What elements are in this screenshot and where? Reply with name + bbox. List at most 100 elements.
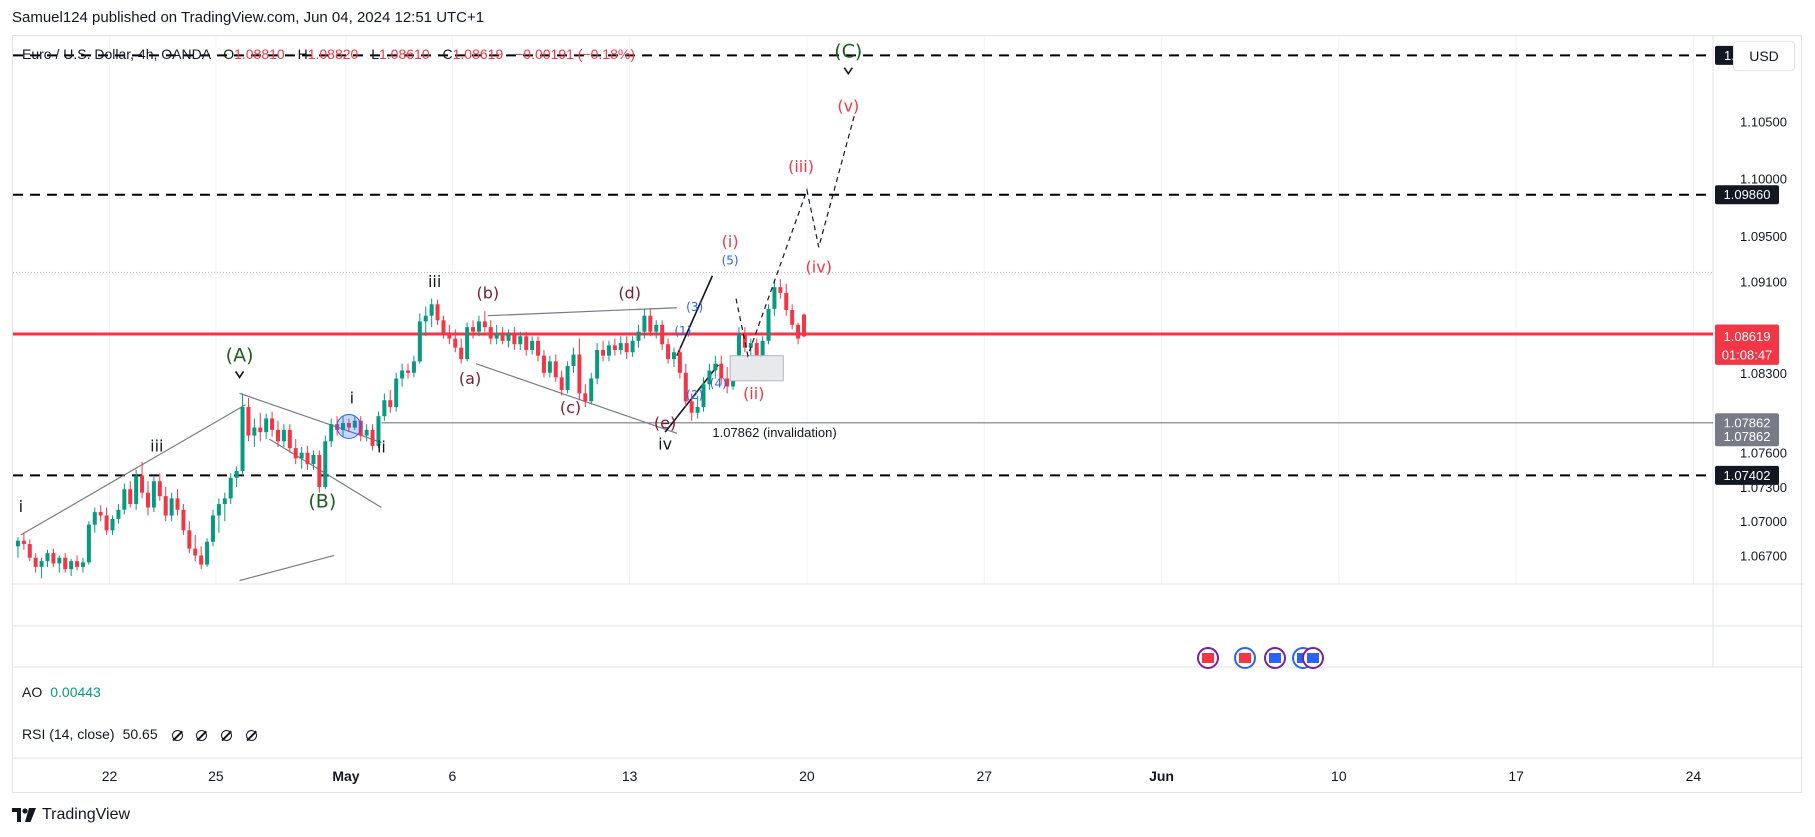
- candle-body: [305, 452, 310, 465]
- candle-body: [636, 331, 641, 341]
- wave-labels: iiii(A)(B)iiiiii(a)(b)(c)(d)(e)iv(1)(2)(…: [19, 41, 863, 516]
- candle-body: [618, 343, 623, 350]
- trendline: [475, 363, 678, 434]
- candle-body: [210, 515, 215, 542]
- candle-body: [707, 370, 712, 385]
- candle-body: [51, 553, 56, 564]
- candle-body: [429, 304, 434, 316]
- candle-body: [624, 343, 629, 353]
- candle-body: [151, 481, 156, 508]
- close-label: C: [442, 46, 453, 62]
- candle-body: [589, 378, 594, 402]
- wave-label: (v): [837, 96, 859, 115]
- candle-body: [370, 429, 375, 446]
- candle-body: [329, 424, 334, 442]
- brand[interactable]: TradingView: [12, 806, 130, 824]
- candle-body: [583, 393, 588, 402]
- candle-body: [471, 327, 476, 332]
- candle-body: [75, 561, 80, 567]
- publisher-line: Samuel124 published on TradingView.com, …: [12, 9, 485, 26]
- rsi-indicator[interactable]: RSI (14, close) 50.65: [22, 726, 258, 742]
- candle-body: [323, 441, 328, 487]
- candle-body: [660, 324, 665, 345]
- wave-label: (4): [710, 377, 727, 391]
- candle-body: [169, 498, 174, 516]
- wave-label: (d): [618, 284, 641, 303]
- candle-body: [482, 321, 487, 328]
- chart-canvas[interactable]: 1.07862 (invalidation) iiii(A)(B)iiiiii(…: [13, 36, 1803, 794]
- candle-body: [134, 475, 139, 505]
- wave-label: (b): [476, 284, 499, 303]
- chart-frame[interactable]: 1.07862 (invalidation) i iii (A) (B) i ii iii(…: [12, 35, 1803, 794]
- trendline: [239, 554, 335, 582]
- price-tick: 1.09500: [1740, 229, 1787, 244]
- candle-body: [541, 355, 546, 373]
- candle-body: [683, 372, 688, 402]
- price-badge: [1715, 326, 1779, 365]
- candle-body: [417, 321, 422, 362]
- candle-body: [606, 345, 611, 356]
- candle-body: [677, 352, 682, 373]
- close-value: 1.08619: [452, 46, 504, 62]
- ao-indicator[interactable]: AO 0.00443: [22, 684, 101, 700]
- candle-body: [695, 407, 700, 413]
- hidden-value-icon: [221, 729, 233, 741]
- candle-body: [293, 448, 298, 459]
- candle-body: [33, 557, 38, 567]
- price-tick: 1.06700: [1740, 548, 1787, 563]
- candle-body: [435, 304, 440, 321]
- price-tick: 1.08300: [1740, 366, 1787, 381]
- wave-label: iii: [428, 272, 441, 291]
- wave-caret-icon: [234, 370, 245, 379]
- hidden-value-icon: [246, 729, 258, 741]
- candle-body: [287, 429, 292, 449]
- candle-body: [790, 310, 795, 325]
- candle-body: [281, 429, 286, 442]
- candle-body: [595, 349, 600, 379]
- candle-body: [642, 315, 647, 332]
- hidden-value-icon: [171, 729, 183, 741]
- candle-body: [447, 332, 452, 339]
- candle-body: [222, 498, 227, 505]
- date-tick: 20: [799, 768, 815, 784]
- candle-body: [205, 541, 210, 565]
- candle-body: [376, 416, 381, 446]
- hidden-value-icon: [196, 729, 208, 741]
- candle-body: [346, 423, 351, 428]
- candle-body: [352, 420, 357, 428]
- candle-body: [441, 320, 446, 333]
- candle-body: [719, 363, 724, 379]
- high-value: 1.08820: [307, 46, 359, 62]
- candle-body: [199, 555, 204, 565]
- candle-body: [140, 475, 145, 493]
- candle-body: [264, 418, 269, 433]
- candle-body: [536, 340, 541, 356]
- event-flag-icon: [1239, 653, 1251, 663]
- price-tick: 1.07000: [1740, 514, 1787, 529]
- candle-body: [15, 540, 20, 547]
- event-flag-icon: [1269, 653, 1281, 663]
- candle-body: [406, 370, 411, 373]
- candle-body: [86, 524, 91, 563]
- wave-label: i: [19, 497, 23, 516]
- wave-label: (C): [834, 41, 862, 63]
- ao-label: AO: [22, 684, 43, 700]
- candle-body: [116, 509, 121, 519]
- candle-body: [748, 343, 753, 348]
- invalidation-label: 1.07862 (invalidation): [712, 425, 836, 440]
- candle-body: [394, 378, 399, 408]
- date-tick: 17: [1508, 768, 1524, 784]
- target-box: [729, 355, 784, 382]
- candle-body: [382, 400, 387, 417]
- currency-button[interactable]: USD: [1733, 41, 1795, 71]
- candle-body: [39, 561, 44, 567]
- price-badge-value: 1.07862: [1724, 429, 1771, 444]
- date-tick: Jun: [1149, 768, 1174, 784]
- candle-body: [341, 423, 346, 430]
- candle-body: [216, 504, 221, 516]
- wave-label: iii: [150, 437, 163, 456]
- price-tick: 1.09100: [1740, 274, 1787, 289]
- candle-body: [27, 544, 32, 558]
- candle-body: [500, 332, 505, 341]
- candle-body: [766, 308, 771, 341]
